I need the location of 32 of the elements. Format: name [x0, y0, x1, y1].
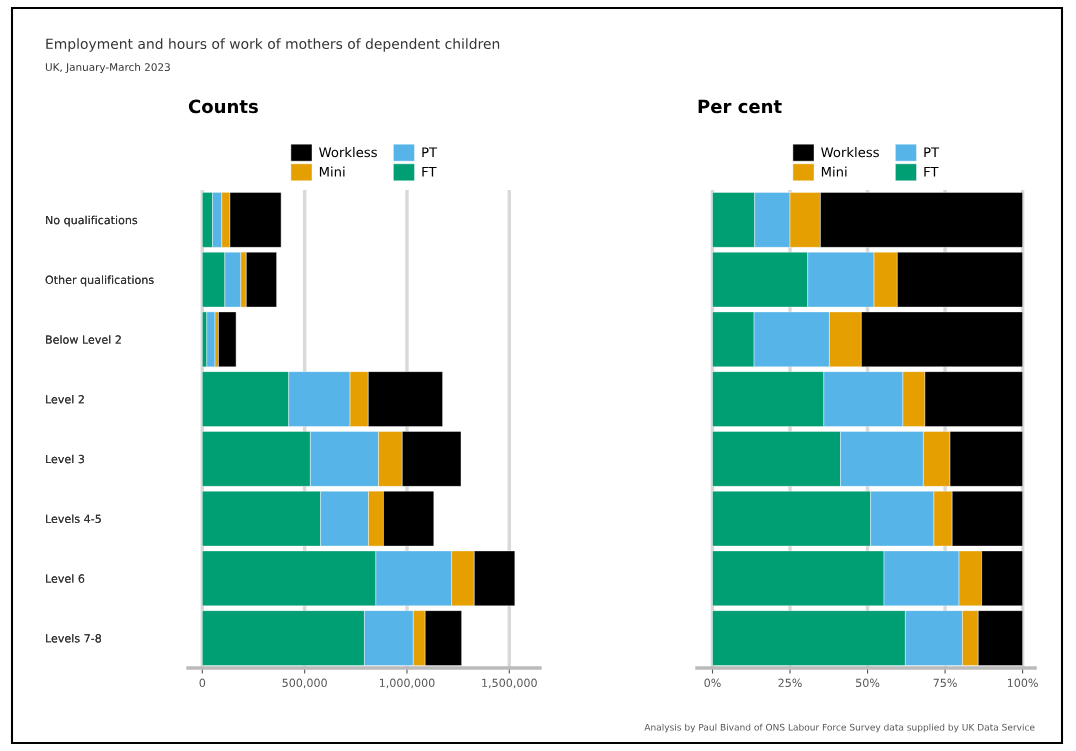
x-tick-label: 0 [199, 678, 206, 688]
legend-label: PT [422, 147, 438, 158]
y-tick-label: Other qualifications [45, 275, 154, 287]
bar [218, 311, 237, 368]
legend-label: Mini [319, 166, 345, 177]
x-tick-label: 1,500,000 [482, 678, 537, 689]
chart-title: Per cent [698, 99, 782, 114]
legend-label: Workless [319, 146, 377, 158]
x-tick-label: 0% [704, 678, 721, 688]
x-tick-label: 500,000 [282, 678, 327, 689]
x-tick-label: 25% [778, 678, 802, 688]
y-tick-label: Level 3 [46, 454, 85, 464]
legend-label: FT [422, 166, 437, 177]
text: Analysis by Paul Bivand of ONS Labour Force Survey data supplied by UK Data Service [644, 723, 1035, 733]
y-tick-label: No qualifications [46, 215, 138, 227]
legend-label: Mini [821, 166, 847, 177]
bar [206, 311, 216, 368]
legend-label: PT [924, 147, 940, 158]
y-tick-label: Below Level 2 [46, 335, 121, 344]
chart-title: Counts [188, 99, 258, 114]
text: UK, January-March 2023 [45, 62, 170, 74]
y-tick-label: Level 6 [46, 574, 85, 583]
text: Employment and hours of work of mothers of dependent children [46, 38, 500, 52]
x-tick-label: 1,000,000 [379, 678, 435, 689]
legend-label: Workless [821, 146, 879, 158]
legend-label: FT [924, 166, 939, 177]
x-tick-label: 50% [856, 678, 880, 688]
x-tick-label: 75% [933, 678, 957, 688]
x-tick-label: 100% [1007, 678, 1038, 688]
y-tick-label: Levels 7-8 [46, 633, 102, 643]
y-tick-label: Level 2 [46, 394, 84, 404]
y-tick-label: Levels 4-5 [46, 514, 101, 523]
